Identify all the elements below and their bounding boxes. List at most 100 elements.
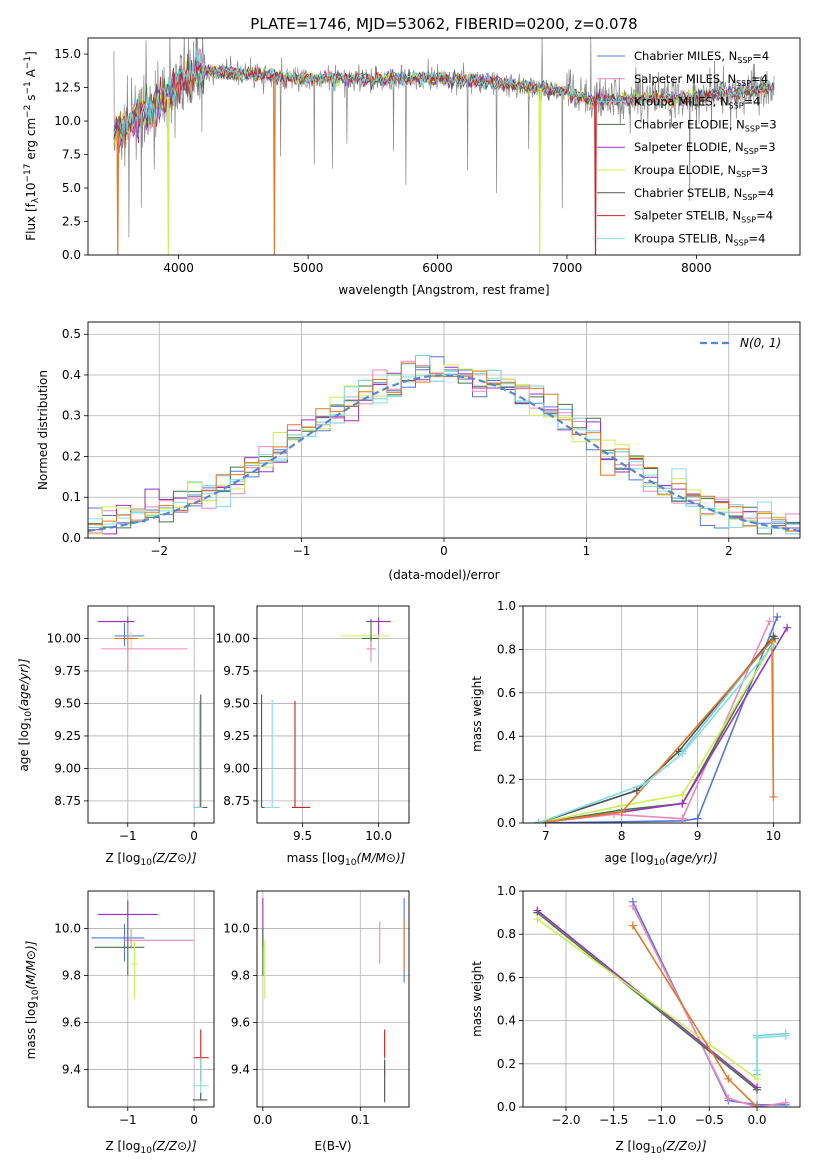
legend-text: =4 bbox=[757, 186, 774, 200]
legend-text: Kroupa ELODIE, N bbox=[634, 163, 736, 177]
legend-text: Chabrier MILES, N bbox=[634, 49, 737, 63]
x-axis-label: Z [log10(Z/Z⊙)] bbox=[105, 851, 196, 868]
legend-subscript: SSP bbox=[729, 102, 744, 111]
weight-age-line bbox=[538, 642, 775, 823]
y-tick-label: 15.0 bbox=[54, 47, 81, 61]
y-tick-label: 0.2 bbox=[497, 773, 516, 787]
weight-age-marker bbox=[678, 799, 687, 808]
subscript: 10 bbox=[650, 1146, 662, 1156]
weight-age-marker bbox=[765, 617, 774, 626]
legend-entry: Salpeter STELIB, NSSP=4 bbox=[634, 209, 773, 225]
y-tick-label: 9.75 bbox=[223, 664, 250, 678]
legend-text: Chabrier STELIB, N bbox=[634, 186, 742, 200]
axes-frame bbox=[87, 37, 801, 256]
weight-Z-line bbox=[536, 911, 758, 1091]
weight-Z-marker bbox=[628, 921, 637, 930]
x-tick-label: 0.0 bbox=[253, 1113, 272, 1127]
label-part: Z [log bbox=[615, 1139, 650, 1153]
weight-age-marker bbox=[769, 632, 778, 641]
weight-Z-marker bbox=[753, 1083, 762, 1092]
y-tick-label: 8.75 bbox=[54, 794, 81, 808]
y-tick-label: 0.0 bbox=[497, 1100, 516, 1114]
y-tick-label: 9.50 bbox=[223, 696, 250, 710]
absorption-dip bbox=[273, 76, 276, 255]
y-tick-label: 0.0 bbox=[497, 816, 516, 830]
weight-Z-marker bbox=[753, 1066, 762, 1075]
model-spectrum bbox=[113, 60, 775, 142]
weight-age-line bbox=[537, 644, 775, 823]
x-axis-label: E(B-V) bbox=[314, 1139, 351, 1153]
x-axis-label: Z [log10(Z/Z⊙)] bbox=[615, 1139, 706, 1156]
superscript: −17 bbox=[23, 164, 33, 183]
weight-age-marker bbox=[678, 749, 687, 758]
x-tick-label: −2 bbox=[150, 544, 168, 558]
weight-age-marker bbox=[534, 819, 543, 823]
axes-frame bbox=[87, 321, 801, 539]
axes-frame bbox=[522, 890, 801, 1108]
label-part: Z [log bbox=[105, 851, 140, 865]
axes-residuals: −2 −1 0 1 2 0.0 0.1 0.2 0.3 0.4 0.5 (data-model)/er… bbox=[36, 321, 801, 582]
weight-age-line bbox=[538, 638, 776, 823]
legend-text: Salpeter MILES, N bbox=[634, 72, 736, 86]
y-axis-label: mass weight bbox=[470, 961, 484, 1037]
x-tick-label: 7000 bbox=[552, 261, 583, 275]
y-tick-label: 0.6 bbox=[497, 686, 516, 700]
legend-entry: Chabrier MILES, NSSP=4 bbox=[634, 49, 769, 65]
y-tick-label: 10.0 bbox=[223, 922, 250, 936]
residual-histogram bbox=[88, 364, 800, 535]
x-tick-label: 10 bbox=[766, 829, 781, 843]
subscript: 10 bbox=[140, 1146, 152, 1156]
legend-text: =4 bbox=[749, 231, 766, 245]
residual-histogram bbox=[88, 362, 800, 532]
weight-Z-marker bbox=[533, 906, 542, 915]
legend-entry: Kroupa ELODIE, NSSP=3 bbox=[634, 163, 768, 179]
y-axis-label: mass [log10(M/M⊙)] bbox=[24, 940, 41, 1059]
legend-text: =3 bbox=[751, 163, 768, 177]
legend-entry: Chabrier STELIB, NSSP=4 bbox=[634, 186, 774, 202]
label-part: (M/M⊙)] bbox=[356, 851, 405, 865]
y-tick-label: 1.0 bbox=[497, 884, 516, 898]
label-part: (Z/Z⊙)] bbox=[152, 851, 197, 865]
residual-histogram bbox=[88, 373, 800, 529]
plot-area bbox=[534, 612, 792, 823]
model-spectrum bbox=[113, 62, 775, 145]
weight-Z-marker bbox=[753, 1033, 762, 1042]
weight-Z-line bbox=[756, 1034, 786, 1071]
weight-age-line bbox=[537, 635, 775, 823]
weight-age-marker bbox=[769, 641, 778, 650]
legend-text: Kroupa STELIB, N bbox=[634, 231, 734, 245]
label-part: A bbox=[24, 68, 38, 81]
legend-subscript: SSP bbox=[737, 56, 752, 65]
y-tick-label: 12.5 bbox=[54, 81, 81, 95]
y-tick-label: 0.3 bbox=[62, 409, 81, 423]
weight-Z-marker bbox=[724, 1094, 733, 1103]
label-part: erg cm bbox=[24, 118, 38, 164]
y-tick-label: 10.0 bbox=[54, 114, 81, 128]
subscript: 10 bbox=[654, 858, 666, 868]
y-tick-label: 9.75 bbox=[54, 664, 81, 678]
weight-age-marker bbox=[678, 790, 687, 799]
weight-age-marker bbox=[640, 779, 649, 788]
axes-spectrum: 4000 5000 6000 7000 8000 0.0 2.5 5.0 7.5 10.0 12.5… bbox=[23, 37, 801, 297]
x-tick-label: 9.5 bbox=[293, 829, 312, 843]
x-tick-label: 0.0 bbox=[747, 1113, 766, 1127]
weight-Z-marker bbox=[753, 1103, 762, 1107]
plot-area bbox=[88, 355, 800, 535]
y-tick-label: 10.00 bbox=[47, 631, 81, 645]
x-axis-label: mass [log10(M/M⊙)] bbox=[287, 851, 406, 868]
axes-frame bbox=[256, 605, 410, 824]
weight-age-marker bbox=[693, 814, 702, 823]
legend-text: =4 bbox=[756, 209, 773, 223]
weight-age-marker bbox=[678, 814, 687, 823]
weight-Z-marker bbox=[724, 1074, 733, 1083]
label-part: (M/M⊙)] bbox=[24, 940, 38, 989]
x-tick-label: 5000 bbox=[293, 261, 324, 275]
label-part: s bbox=[24, 95, 38, 105]
y-tick-label: 0.8 bbox=[497, 927, 516, 941]
x-tick-label: −1 bbox=[119, 829, 137, 843]
y-axis-label: Flux [fλ10−17 erg cm−2 s−1 A−1] bbox=[23, 51, 41, 241]
legend-text: Chabrier ELODIE, N bbox=[634, 117, 745, 131]
gaussian-reference bbox=[88, 374, 800, 532]
label-part: ] bbox=[24, 51, 38, 56]
